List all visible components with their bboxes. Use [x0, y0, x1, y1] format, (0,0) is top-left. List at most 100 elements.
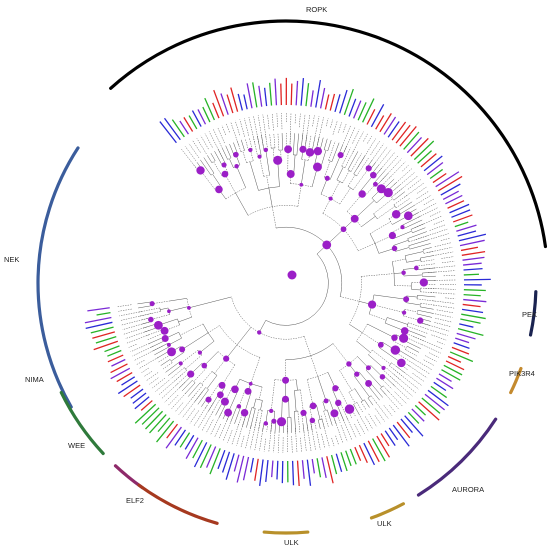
internal-branch: [173, 370, 187, 383]
internal-branch: [323, 410, 329, 427]
tip-branch: [429, 211, 441, 217]
internal-branch: [139, 311, 161, 317]
leaf-label-mark: [156, 420, 175, 443]
tip-branch: [414, 194, 432, 206]
tip-branch: [171, 392, 187, 409]
internal-branch: [420, 287, 436, 289]
internal-branch: [420, 255, 434, 259]
internal-branch: [314, 420, 317, 430]
internal-branch: [170, 352, 185, 362]
tip-branch: [316, 431, 321, 450]
internal-branch: [272, 148, 275, 161]
leaf-label-mark: [400, 418, 413, 433]
internal-branch: [296, 379, 298, 391]
internal-branch: [332, 343, 350, 365]
support-node-dot: [370, 171, 377, 179]
internal-branch: [170, 367, 185, 380]
leaf-label-mark: [357, 102, 367, 121]
support-node-dot: [179, 346, 186, 353]
leaf-label-mark: [243, 94, 248, 110]
internal-branch: [384, 366, 401, 381]
internal-branch: [257, 135, 262, 157]
leaf-label-mark: [110, 363, 128, 374]
tip-branch: [423, 198, 434, 205]
leaf-label-mark: [461, 250, 486, 256]
internal-branch: [162, 362, 173, 370]
leaf-label-mark: [171, 119, 185, 138]
internal-branch: [408, 235, 429, 243]
tip-branch: [425, 355, 437, 362]
leaf-label-mark: [417, 150, 433, 164]
tip-branch: [441, 260, 455, 264]
internal-branch: [341, 147, 351, 167]
leaf-label-mark: [343, 88, 354, 116]
tip-branch: [430, 292, 456, 295]
leaf-label-mark: [326, 456, 334, 484]
internal-branch: [420, 291, 436, 294]
leaf-label-mark: [221, 451, 231, 473]
clade-label-ulk-2: ULK: [377, 519, 392, 528]
support-node-dot: [154, 320, 163, 330]
tip-branch: [312, 115, 315, 127]
tip-branch: [375, 402, 389, 419]
support-node-dot: [269, 408, 274, 413]
internal-arc: [210, 172, 215, 176]
leaf-label-mark: [436, 377, 454, 390]
internal-branch: [361, 273, 395, 277]
internal-arc: [391, 197, 395, 201]
tip-branch: [320, 415, 330, 448]
internal-branch: [265, 134, 268, 150]
leaf-label-mark: [96, 312, 111, 316]
support-node-dot: [419, 278, 428, 287]
internal-branch: [270, 420, 273, 433]
tip-branch: [227, 430, 233, 443]
leaf-label-mark: [290, 83, 293, 106]
support-node-dot: [187, 305, 191, 310]
internal-branch: [303, 336, 311, 356]
internal-branch: [236, 166, 246, 188]
root-node-dot: [287, 270, 297, 280]
internal-branch: [360, 401, 367, 410]
tip-branch: [121, 317, 150, 326]
leaf-label-mark: [111, 358, 126, 367]
internal-branch: [234, 406, 241, 424]
support-node-dot: [322, 240, 332, 250]
internal-branch: [318, 420, 321, 430]
support-node-dot: [330, 409, 339, 418]
internal-branch: [336, 403, 345, 422]
internal-branch: [224, 173, 236, 194]
tip-branch: [440, 237, 451, 241]
tip-branch: [248, 117, 255, 143]
leaf-label-mark: [463, 289, 486, 292]
internal-branch: [405, 349, 418, 357]
leaf-label-mark: [340, 452, 348, 472]
leaf-label-mark: [407, 411, 420, 424]
support-node-dot: [263, 421, 269, 426]
internal-branch: [242, 150, 247, 163]
leaf-label-mark: [280, 83, 283, 106]
leaf-label-mark: [383, 116, 397, 135]
internal-branch: [416, 298, 435, 302]
support-node-dot: [166, 342, 171, 347]
internal-branch: [389, 365, 404, 377]
leaf-label-mark: [95, 335, 117, 344]
internal-branch: [272, 206, 277, 229]
support-node-dot: [299, 182, 304, 187]
leaf-label-mark: [296, 460, 300, 487]
internal-branch: [373, 170, 386, 184]
leaf-label-mark: [463, 273, 480, 276]
internal-branch: [268, 187, 273, 207]
tip-branch: [443, 275, 456, 277]
tip-branch: [402, 165, 409, 172]
support-node-dot: [391, 209, 401, 219]
leaf-label-mark: [418, 401, 440, 421]
internal-branch: [353, 168, 369, 190]
support-node-dot: [305, 148, 315, 157]
leaf-label-mark: [205, 446, 217, 468]
support-node-dot: [284, 145, 292, 154]
leaf-label-mark: [269, 82, 273, 106]
internal-branch: [339, 187, 351, 205]
internal-branch: [320, 178, 328, 195]
tip-branch: [433, 304, 455, 309]
